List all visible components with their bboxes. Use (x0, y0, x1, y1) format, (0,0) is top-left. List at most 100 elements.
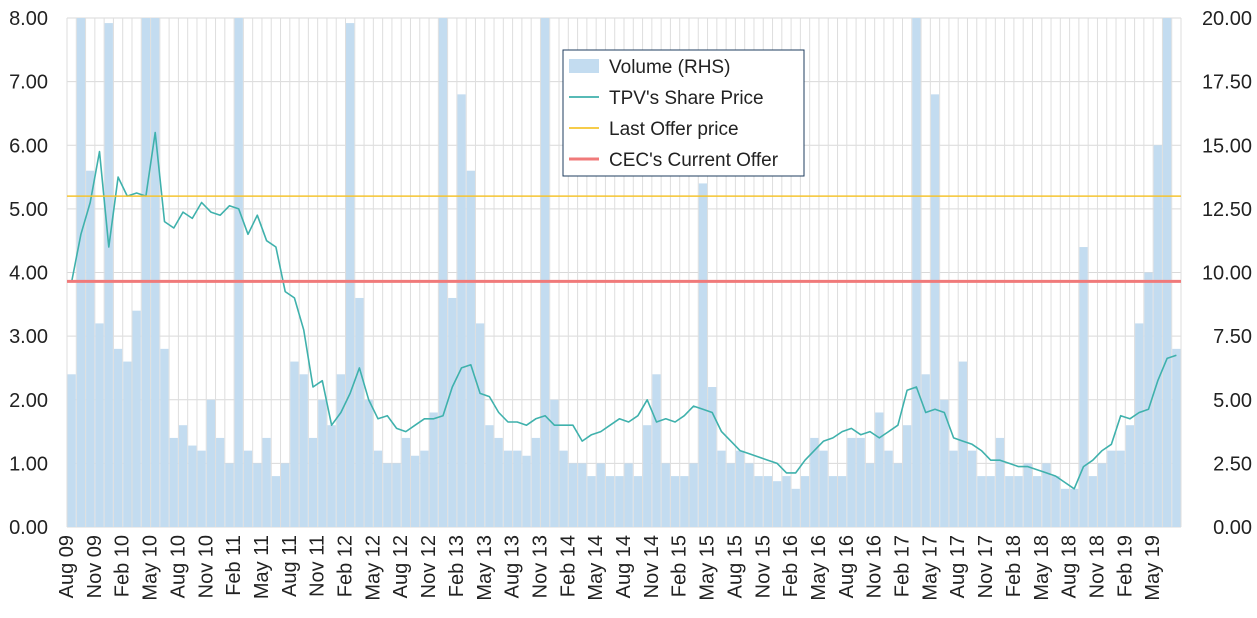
volume-bar (262, 437, 271, 527)
volume-bar (698, 183, 708, 528)
volume-bar (1162, 18, 1172, 527)
x-tick-label: Feb 15 (669, 535, 691, 597)
volume-bar (847, 437, 856, 527)
x-tick-label: Aug 10 (167, 535, 189, 598)
volume-bar (1042, 463, 1051, 527)
x-tick-label: May 16 (808, 535, 830, 601)
legend-label: TPV's Share Price (609, 88, 764, 109)
volume-bar (86, 170, 95, 527)
volume-bar (670, 476, 680, 527)
right-axis-tick-labels: 0.00 2.50 5.00 7.50 10.00 12.50 15.00 17.50 20.0… (1202, 8, 1252, 539)
volume-bar (160, 348, 169, 527)
volume-bar (587, 476, 596, 527)
volume-bar (1135, 323, 1144, 527)
volume-bar (308, 437, 318, 527)
price-line-group (70, 131, 1177, 490)
volume-bar (197, 450, 206, 527)
volume-bar (466, 170, 475, 527)
volume-bar (281, 463, 290, 527)
left-tick-label: 1.00 (9, 453, 48, 475)
x-tick-label: May 11 (251, 535, 273, 599)
x-tick-label: Feb 11 (223, 535, 245, 596)
x-tick-label: Nov 18 (1087, 535, 1109, 598)
volume-bar (448, 297, 457, 527)
volume-bar (253, 463, 262, 527)
x-tick-label: Nov 17 (975, 535, 997, 598)
volume-bar (986, 476, 995, 527)
volume-bar (141, 18, 151, 527)
x-tick-label: May 17 (919, 535, 941, 601)
volume-bar (522, 455, 531, 527)
volume-bar (652, 374, 661, 527)
volume-bar (977, 476, 986, 527)
volume-bar (1014, 476, 1023, 527)
volume-bar (123, 361, 132, 527)
left-tick-label: 7.00 (9, 72, 48, 94)
volume-bar (615, 476, 624, 527)
volume-bar (884, 450, 893, 527)
left-tick-label: 6.00 (9, 135, 48, 157)
volume-bar (810, 437, 819, 527)
x-tick-label: Feb 13 (446, 535, 468, 597)
volume-bar (791, 488, 800, 527)
legend-label: Last Offer price (609, 119, 739, 140)
legend-swatch (569, 59, 599, 73)
left-tick-label: 4.00 (9, 263, 48, 285)
volume-bar (76, 18, 86, 527)
x-tick-label: May 18 (1031, 535, 1053, 601)
volume-bar (903, 425, 912, 527)
x-tick-label: Aug 18 (1059, 535, 1081, 598)
x-tick-label: Aug 17 (947, 535, 969, 598)
x-tick-label: Aug 11 (279, 535, 301, 597)
x-tick-label: Nov 11 (307, 535, 329, 597)
x-axis-tick-labels: Aug 09 Nov 09 Feb 10 May 10 Aug 10 Nov 10 Feb … (56, 535, 1164, 601)
volume-bar (429, 412, 438, 527)
volume-bar (327, 425, 336, 527)
volume-bar (420, 450, 429, 527)
x-tick-label: Aug 16 (836, 535, 858, 598)
volume-bar (1144, 272, 1153, 527)
volume-bar (503, 450, 513, 527)
left-tick-label: 2.00 (9, 390, 48, 412)
volume-bar (151, 18, 160, 527)
x-tick-label: Nov 16 (864, 535, 886, 598)
volume-bar (457, 94, 466, 527)
volume-bar (346, 23, 355, 528)
volume-bar (485, 425, 494, 527)
volume-bar (364, 399, 373, 527)
x-tick-label: Feb 19 (1114, 535, 1136, 597)
x-tick-label: May 12 (362, 535, 384, 601)
left-axis-tick-labels: 0.00 1.00 2.00 3.00 4.00 5.00 6.00 7.00 8.00 (9, 8, 48, 539)
x-tick-label: May 15 (697, 535, 719, 601)
volume-bar (856, 437, 865, 527)
left-tick-label: 3.00 (9, 326, 48, 348)
volume-bar (113, 348, 123, 527)
volume-bar (800, 476, 810, 527)
x-tick-label: Nov 13 (530, 535, 552, 598)
volume-bar (754, 476, 763, 527)
x-tick-label: Feb 12 (335, 535, 357, 597)
volume-bar (206, 399, 216, 527)
x-tick-label: Aug 14 (613, 535, 635, 598)
volume-bar (828, 476, 838, 527)
volume-bar (383, 463, 392, 527)
volume-bar (188, 445, 197, 527)
share-price-line (70, 131, 1177, 490)
volume-bar (1023, 463, 1032, 527)
x-tick-label: Nov 14 (641, 535, 663, 598)
right-tick-label: 15.00 (1202, 135, 1252, 157)
volume-bar (1116, 450, 1125, 527)
volume-bar (1070, 488, 1079, 527)
x-tick-label: Nov 15 (752, 535, 774, 598)
volume-bar (940, 399, 949, 527)
right-tick-label: 7.50 (1213, 326, 1252, 348)
x-tick-label: Aug 09 (56, 535, 78, 598)
x-tick-label: Feb 17 (892, 535, 914, 597)
legend-box (562, 49, 805, 177)
right-tick-label: 20.00 (1202, 8, 1252, 30)
volume-bar (1051, 476, 1060, 527)
volume-bar (745, 463, 754, 527)
x-tick-label: Nov 09 (84, 535, 106, 598)
legend-label: Volume (RHS) (609, 57, 730, 78)
